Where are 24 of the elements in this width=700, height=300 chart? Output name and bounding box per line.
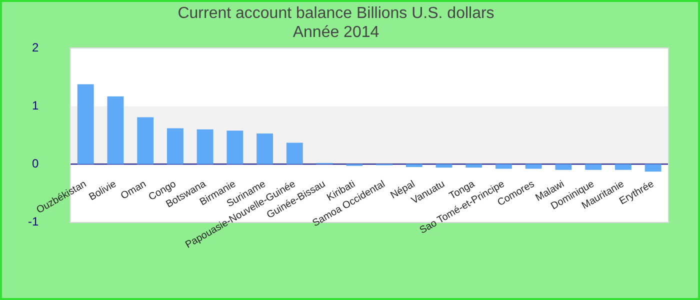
bar: [406, 164, 422, 168]
y-tick-label: 0: [32, 156, 39, 170]
bar: [226, 130, 244, 164]
bar: [466, 164, 482, 168]
y-tick-label: 2: [32, 40, 39, 55]
bar: [585, 164, 602, 170]
y-tick-label: -1: [28, 214, 39, 228]
bar: [286, 142, 303, 164]
bar: [77, 84, 94, 164]
bar: [644, 164, 662, 172]
y-tick-label: 1: [32, 98, 39, 113]
bar: [614, 164, 632, 170]
bar: [525, 164, 542, 169]
bar: [555, 164, 572, 170]
bar: [436, 164, 452, 168]
bar: [496, 164, 512, 169]
bar: [196, 129, 214, 164]
chart-title: Current account balance Billions U.S. dollars: [178, 5, 494, 22]
bar: [137, 117, 154, 164]
bar: [107, 96, 124, 164]
bar: [256, 133, 274, 164]
bar: [166, 128, 184, 164]
x-tick-label: Oman: [119, 178, 148, 202]
chart-subtitle: Année 2014: [292, 24, 380, 42]
